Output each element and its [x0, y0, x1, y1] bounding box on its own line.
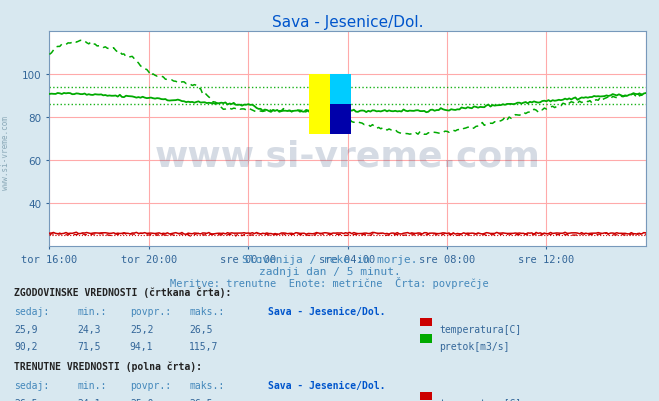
Text: 25,0: 25,0: [130, 398, 154, 401]
Text: 90,2: 90,2: [14, 341, 38, 351]
Text: ZGODOVINSKE VREDNOSTI (črtkana črta):: ZGODOVINSKE VREDNOSTI (črtkana črta):: [14, 287, 232, 297]
Text: sedaj:: sedaj:: [14, 380, 49, 390]
Text: temperatura[C]: temperatura[C]: [440, 325, 522, 334]
Text: min.:: min.:: [77, 380, 107, 390]
Text: povpr.:: povpr.:: [130, 306, 171, 316]
Text: 71,5: 71,5: [77, 341, 101, 351]
Title: Sava - Jesenice/Dol.: Sava - Jesenice/Dol.: [272, 14, 423, 30]
Text: 26,5: 26,5: [189, 398, 213, 401]
Text: 26,5: 26,5: [189, 325, 213, 334]
Text: zadnji dan / 5 minut.: zadnji dan / 5 minut.: [258, 266, 401, 276]
Text: www.si-vreme.com: www.si-vreme.com: [1, 115, 10, 189]
Text: 24,1: 24,1: [77, 398, 101, 401]
Text: povpr.:: povpr.:: [130, 380, 171, 390]
Text: 24,3: 24,3: [77, 325, 101, 334]
Text: sedaj:: sedaj:: [14, 306, 49, 316]
Text: 25,9: 25,9: [14, 325, 38, 334]
Text: Slovenija / reke in morje.: Slovenija / reke in morje.: [242, 255, 417, 265]
Text: Sava - Jesenice/Dol.: Sava - Jesenice/Dol.: [268, 380, 386, 390]
Text: temperatura[C]: temperatura[C]: [440, 398, 522, 401]
Text: 115,7: 115,7: [189, 341, 219, 351]
Text: maks.:: maks.:: [189, 306, 224, 316]
Text: Sava - Jesenice/Dol.: Sava - Jesenice/Dol.: [268, 306, 386, 316]
Text: TRENUTNE VREDNOSTI (polna črta):: TRENUTNE VREDNOSTI (polna črta):: [14, 360, 202, 371]
Text: Meritve: trenutne  Enote: metrične  Črta: povprečje: Meritve: trenutne Enote: metrične Črta: …: [170, 277, 489, 289]
Text: 94,1: 94,1: [130, 341, 154, 351]
Text: 26,5: 26,5: [14, 398, 38, 401]
Text: www.si-vreme.com: www.si-vreme.com: [155, 140, 540, 174]
Text: 25,2: 25,2: [130, 325, 154, 334]
Text: min.:: min.:: [77, 306, 107, 316]
Text: maks.:: maks.:: [189, 380, 224, 390]
Text: pretok[m3/s]: pretok[m3/s]: [440, 341, 510, 351]
